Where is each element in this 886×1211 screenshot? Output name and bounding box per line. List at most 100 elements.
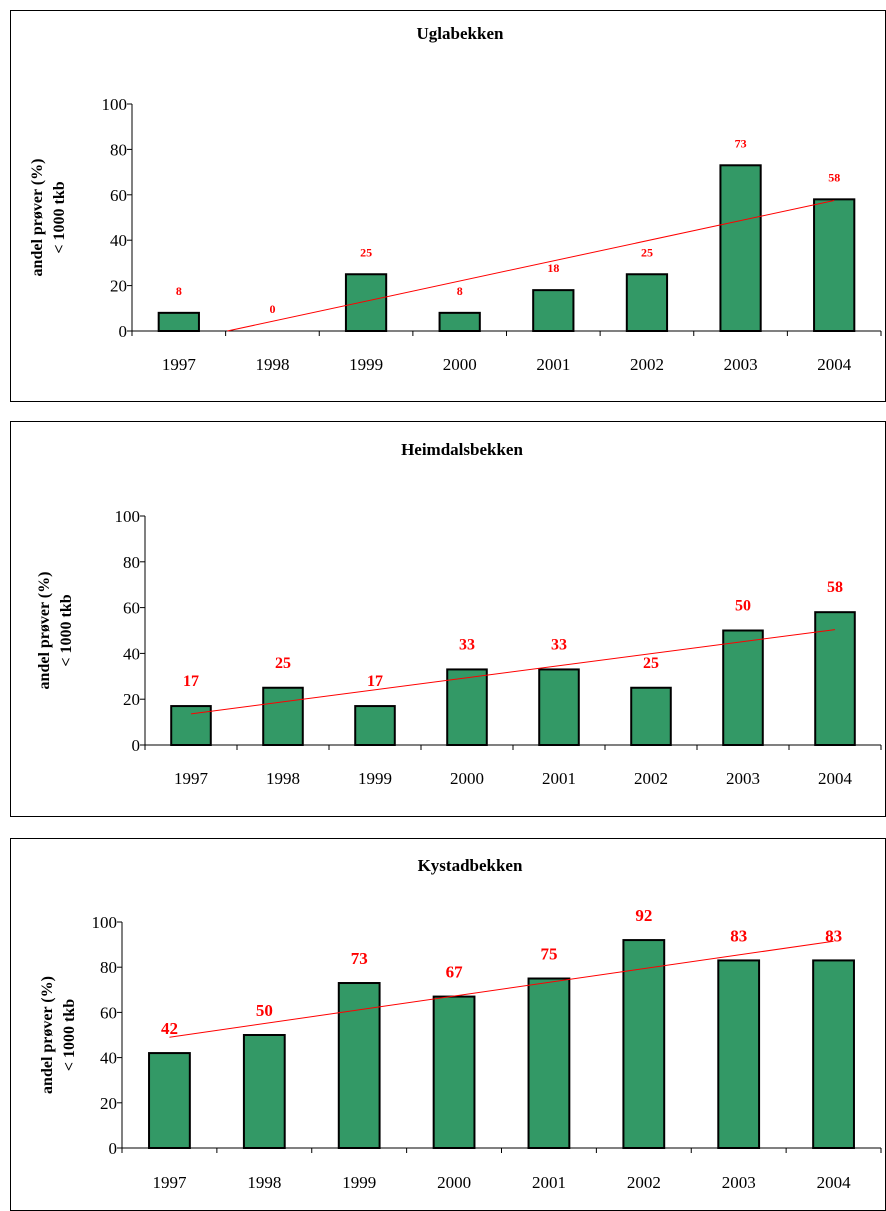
bar-2004 [814,611,856,746]
bar-2003 [722,629,764,746]
chart-panel-uglabekken: Uglabekken andel prøver (%) < 1000 tkb 0 20 4… [10,10,886,402]
data-label-1999: 25 [360,245,372,259]
bar-1999 [337,982,381,1149]
y-axis-label-line1: andel prøver (%) [36,572,53,690]
y-axis-label-line2: < 1000 tkb [61,999,78,1071]
data-label-2004: 58 [827,579,843,596]
data-label-2001: 75 [540,945,557,964]
y-tick-label: 80 [110,140,127,159]
chart-panel-heimdalsbekken: Heimdalsbekken andel prøver (%) < 1000 tkb… [10,421,886,817]
bar-2002 [622,939,666,1149]
bar-2001 [532,289,575,333]
chart-title: Heimdalsbekken [401,440,523,459]
chart-panel-kystadbekken: Kystadbekken andel prøver (%) < 1000 tkb 0 2… [10,838,886,1211]
chart-title: Kystadbekken [418,856,523,875]
y-axis-label: andel prøver (%) < 1000 tkb [36,572,75,690]
bar-2001 [527,977,571,1149]
data-label-2001: 33 [551,636,567,653]
bar-1999 [344,273,388,332]
x-tick-label: 2002 [634,769,668,788]
data-label-1997: 8 [176,284,182,298]
bar-2000 [446,668,488,746]
data-label-2001: 18 [547,261,559,275]
data-label-1998: 0 [269,302,275,316]
bar-1999 [354,705,396,747]
y-tick-label: 0 [132,736,141,755]
x-tick-label: 2004 [817,355,852,374]
y-tick-label: 20 [123,690,140,709]
y-axis-label-line2: < 1000 tkb [58,594,75,666]
bar-chart-kystadbekken: Kystadbekken andel prøver (%) < 1000 tkb 0 2… [39,856,882,1192]
y-axis-label: andel prøver (%) < 1000 tkb [29,159,68,277]
bar-1997 [157,311,200,332]
x-tick-label: 2002 [630,355,664,374]
data-label-1997: 42 [161,1019,178,1038]
x-tick-label: 1998 [266,769,300,788]
x-tick-label: 2004 [818,769,853,788]
bar-2004 [812,959,855,1149]
y-tick-label: 100 [115,507,141,526]
x-tick-label: 1999 [342,1173,376,1192]
x-tick-label: 2003 [724,355,758,374]
x-tick-label: 2002 [627,1173,661,1192]
x-tick-label: 1998 [255,355,289,374]
bar-chart-heimdalsbekken: Heimdalsbekken andel prøver (%) < 1000 tkb… [36,440,882,788]
x-tick-label: 1997 [152,1173,187,1192]
chart-title: Uglabekken [417,24,504,43]
bar-1998 [262,686,304,746]
x-tick-label: 2004 [817,1173,852,1192]
data-label-2000: 8 [457,284,463,298]
y-tick-label: 20 [110,277,127,296]
x-tick-label: 2000 [443,355,477,374]
data-label-2003: 50 [735,598,751,615]
data-label-2000: 67 [446,963,464,982]
bar-2001 [538,668,580,746]
data-label-2004: 58 [828,170,840,184]
x-tick-label: 2001 [542,769,576,788]
x-tick-label: 1998 [247,1173,281,1192]
x-tick-label: 2000 [450,769,484,788]
bar-2004 [813,198,856,332]
data-label-1999: 73 [351,949,368,968]
bar-1998 [242,1034,286,1149]
bar-2002 [625,273,669,332]
data-label-2002: 92 [635,906,652,925]
data-label-2002: 25 [641,245,653,259]
x-tick-label: 1997 [162,355,197,374]
y-axis-label-line1: andel prøver (%) [39,976,56,1094]
bar-2000 [438,311,481,332]
bar-2000 [432,995,476,1149]
trendline [169,940,834,1038]
y-tick-label: 20 [100,1094,117,1113]
data-label-2003: 73 [735,136,747,150]
y-tick-label: 100 [102,95,128,114]
data-label-2002: 25 [643,655,659,672]
y-tick-label: 60 [100,1003,117,1022]
x-tick-label: 1999 [358,769,392,788]
x-tick-label: 2003 [726,769,760,788]
data-label-2000: 33 [459,636,475,653]
y-tick-label: 60 [110,186,127,205]
y-axis-label-line1: andel prøver (%) [29,159,46,277]
bar-2002 [630,686,672,746]
y-tick-label: 40 [123,644,140,663]
y-tick-label: 60 [123,599,140,618]
bar-2003 [717,959,761,1149]
y-tick-label: 0 [119,322,128,341]
trendline [227,199,835,332]
y-tick-label: 80 [123,553,140,572]
y-tick-label: 80 [100,958,117,977]
y-tick-label: 40 [100,1049,117,1068]
x-tick-label: 2001 [536,355,570,374]
data-label-1999: 17 [367,673,383,690]
x-tick-label: 2003 [722,1173,756,1192]
data-label-1997: 17 [183,673,199,690]
y-axis-label-line2: < 1000 tkb [51,181,68,253]
y-tick-label: 40 [110,231,127,250]
y-tick-label: 0 [109,1139,118,1158]
trendline [190,629,836,715]
bar-2003 [719,164,762,332]
bar-1997 [148,1052,191,1149]
x-tick-label: 1997 [174,769,209,788]
y-tick-label: 100 [92,913,118,932]
